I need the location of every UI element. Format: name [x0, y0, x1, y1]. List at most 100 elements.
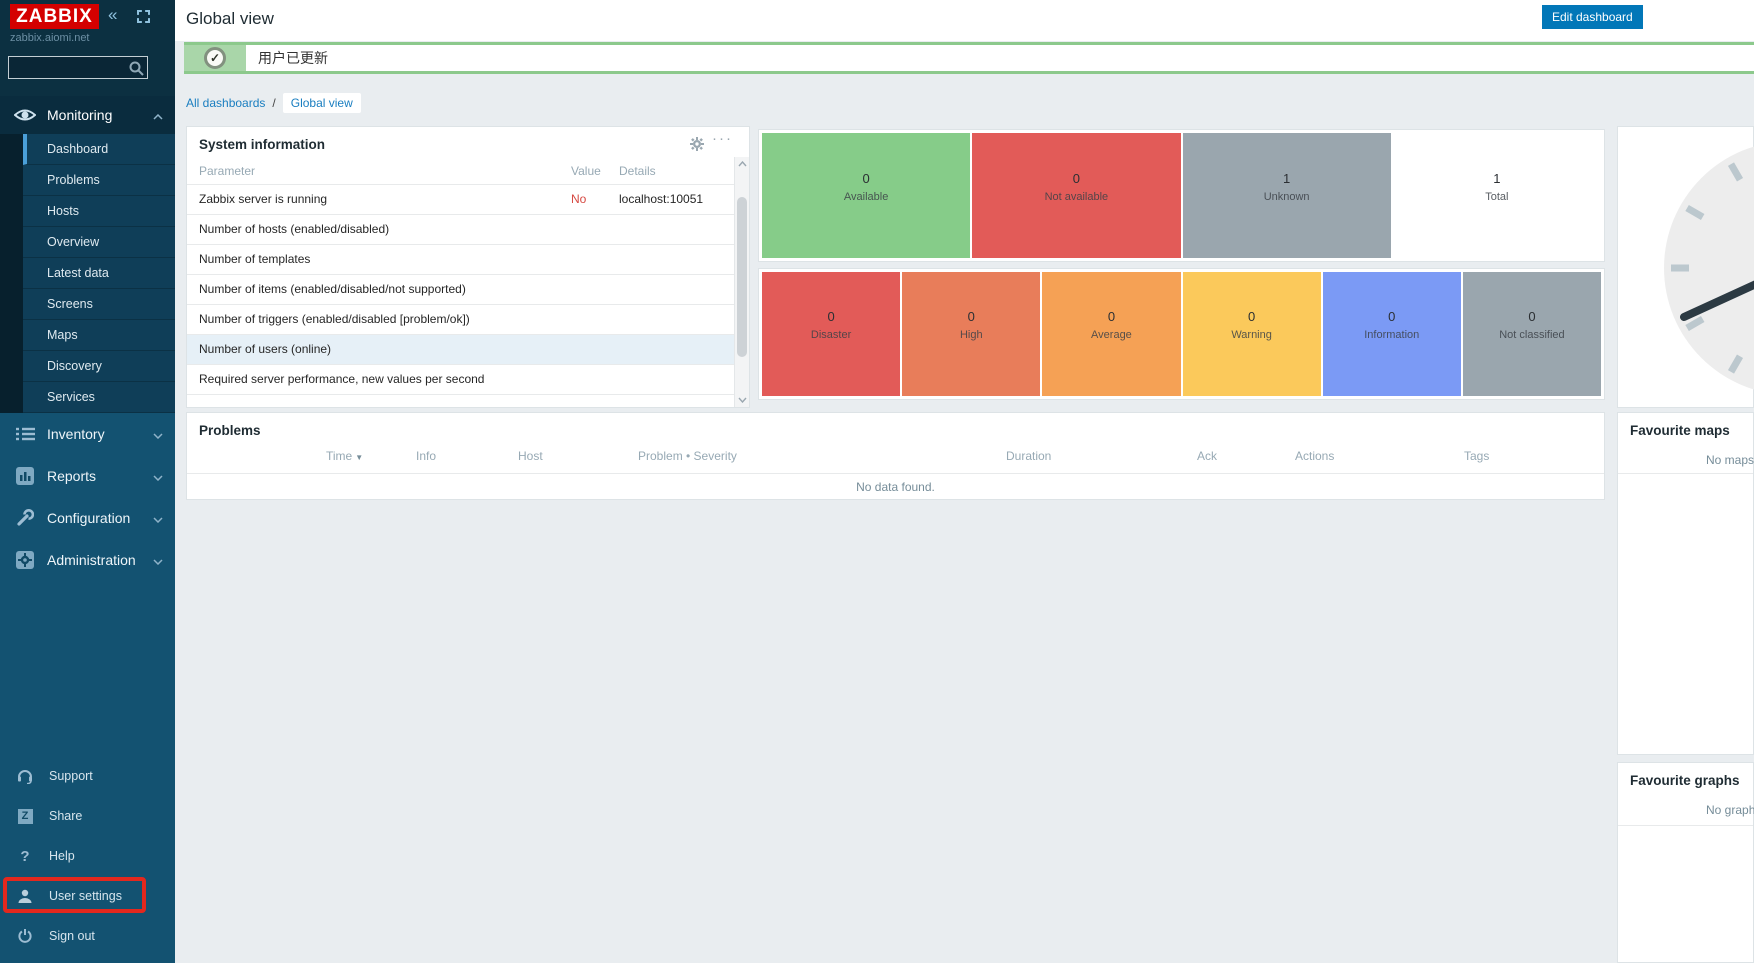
scroll-down-icon[interactable]	[738, 397, 747, 403]
problems-by-severity-widget: 0 Disaster 0 High 0 Average 0 Warning 0 …	[758, 268, 1605, 400]
wrench-icon	[14, 509, 36, 527]
sidebar-footer: Support Z Share ? Help User settings Si	[0, 756, 175, 956]
availability-tile-unknown: 1 Unknown	[1182, 133, 1391, 258]
kiosk-mode-icon[interactable]	[137, 10, 150, 23]
clock-minute-hand	[1680, 280, 1754, 321]
column-header-ack: Ack	[1197, 449, 1218, 463]
search-icon[interactable]	[129, 61, 144, 76]
sidebar-item-dashboard[interactable]: Dashboard	[23, 134, 175, 165]
table-row: Number of hosts (enabled/disabled)	[187, 214, 734, 245]
column-header-time[interactable]: Time ▼	[326, 449, 364, 463]
bar-chart-icon	[14, 467, 36, 485]
sidebar-item-sign-out[interactable]: Sign out	[0, 916, 175, 956]
sidebar-item-screens[interactable]: Screens	[23, 289, 175, 320]
sidebar-item-configuration[interactable]: Configuration	[0, 497, 175, 539]
severity-tile-not-classified: 0 Not classified	[1462, 272, 1602, 396]
favourite-maps-widget: Favourite maps No maps added.	[1617, 412, 1754, 755]
breadcrumb-chip: Global view	[282, 93, 361, 113]
sidebar-item-user-settings[interactable]: User settings	[0, 876, 175, 916]
headset-icon	[14, 768, 36, 784]
page-header: Global view	[175, 0, 1754, 41]
breadcrumb-separator: /	[272, 96, 276, 110]
table-row: Zabbix server is running No localhost:10…	[187, 184, 734, 215]
chevron-down-icon	[153, 426, 163, 442]
column-header-info: Info	[416, 449, 437, 463]
availability-tile-not-available: 0 Not available	[972, 133, 1181, 258]
system-information-table: Parameter Value Details Zabbix server is…	[187, 158, 734, 395]
list-icon	[14, 426, 36, 442]
divider	[1618, 825, 1753, 826]
system-information-widget: System information ··· Parameter Value D…	[186, 126, 750, 408]
collapse-sidebar-icon[interactable]: «	[108, 5, 118, 24]
check-circle-icon: ✓	[204, 47, 226, 69]
sidebar-item-monitoring[interactable]: Monitoring	[0, 96, 175, 134]
breadcrumb: All dashboards / Global view	[186, 92, 361, 114]
divider	[1618, 473, 1753, 474]
severity-tile-high: 0 High	[902, 272, 1041, 396]
sidebar-item-hosts[interactable]: Hosts	[23, 196, 175, 227]
severity-tile-disaster: 0 Disaster	[762, 272, 901, 396]
sidebar-item-share[interactable]: Z Share	[0, 796, 175, 836]
sidebar-item-support[interactable]: Support	[0, 756, 175, 796]
column-header: Value	[559, 158, 607, 185]
scrollbar-thumb[interactable]	[737, 197, 747, 357]
sidebar-item-services[interactable]: Services	[23, 382, 175, 413]
host-availability-widget: 0 Available 0 Not available 1 Unknown 1 …	[758, 129, 1605, 262]
widget-title: System information	[199, 137, 326, 152]
page-title: Global view	[186, 9, 274, 28]
monitoring-submenu: Dashboard Problems Hosts Overview Latest…	[0, 134, 175, 413]
ellipsis-menu-icon[interactable]: ···	[712, 130, 733, 147]
success-message-bar: ✓ 用户已更新	[184, 42, 1754, 74]
column-header-host: Host	[518, 449, 543, 463]
status-value: No	[559, 184, 607, 215]
zabbix-logo[interactable]: ZABBIX	[10, 4, 99, 29]
message-icon-block: ✓	[184, 45, 246, 71]
sidebar: ZABBIX « zabbix.aiomi.net Monitoring Das…	[0, 0, 175, 963]
search-box	[8, 56, 148, 79]
column-header-actions: Actions	[1295, 449, 1335, 463]
favourite-graphs-widget: Favourite graphs No graphs added.	[1617, 762, 1754, 963]
scroll-up-icon[interactable]	[738, 161, 747, 167]
chevron-down-icon	[153, 510, 163, 526]
sidebar-item-reports[interactable]: Reports	[0, 455, 175, 497]
share-z-icon: Z	[14, 808, 36, 824]
sidebar-sections: Inventory Reports Configuration Administ…	[0, 413, 175, 581]
person-icon	[14, 888, 36, 904]
breadcrumb-all-dashboards[interactable]: All dashboards	[186, 96, 266, 110]
severity-tile-average: 0 Average	[1042, 272, 1181, 396]
column-header-problem-severity: Problem • Severity	[638, 449, 737, 463]
server-hostname: zabbix.aiomi.net	[10, 32, 90, 44]
sidebar-item-help[interactable]: ? Help	[0, 836, 175, 876]
sidebar-item-overview[interactable]: Overview	[23, 227, 175, 258]
problems-widget: Problems Time ▼ Info Host Problem • Sever…	[186, 412, 1605, 500]
sidebar-item-latest-data[interactable]: Latest data	[23, 258, 175, 289]
no-data-message: No data found.	[856, 480, 935, 494]
column-header: Details	[607, 158, 734, 185]
column-header-tags: Tags	[1464, 449, 1490, 463]
table-row: Number of triggers (enabled/disabled [pr…	[187, 304, 734, 335]
column-header-duration: Duration	[1006, 449, 1052, 463]
sidebar-item-administration[interactable]: Administration	[0, 539, 175, 581]
no-data-message: No maps added.	[1706, 453, 1754, 467]
table-row: Required server performance, new values …	[187, 364, 734, 395]
severity-tile-warning: 0 Warning	[1182, 272, 1321, 396]
gear-icon[interactable]	[689, 136, 705, 155]
divider	[187, 473, 1604, 474]
edit-dashboard-button[interactable]: Edit dashboard	[1542, 5, 1643, 29]
gear-square-icon	[14, 551, 36, 569]
sidebar-item-problems[interactable]: Problems	[23, 165, 175, 196]
sort-desc-icon: ▼	[355, 453, 364, 462]
breadcrumb-global-view[interactable]: Global view	[290, 96, 353, 110]
table-row: Number of templates	[187, 244, 734, 275]
question-icon: ?	[20, 847, 30, 865]
sidebar-item-maps[interactable]: Maps	[23, 320, 175, 351]
severity-tile-information: 0 Information	[1322, 272, 1461, 396]
availability-tile-total: 1 Total	[1392, 133, 1601, 258]
search-input[interactable]	[9, 57, 127, 78]
clock-widget	[1617, 126, 1754, 408]
sidebar-item-inventory[interactable]: Inventory	[0, 413, 175, 455]
vertical-scrollbar[interactable]	[734, 157, 749, 407]
sidebar-item-discovery[interactable]: Discovery	[23, 351, 175, 382]
power-icon	[14, 928, 36, 944]
chevron-up-icon	[153, 107, 163, 123]
